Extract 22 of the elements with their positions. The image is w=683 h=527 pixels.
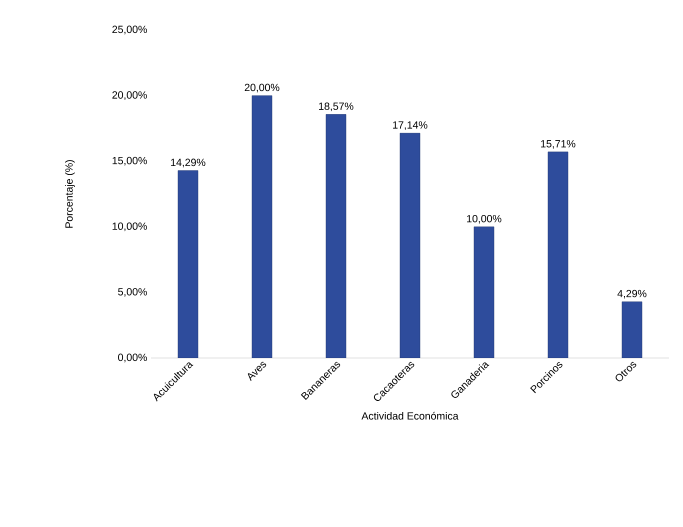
data-label: 20,00% xyxy=(244,84,280,92)
data-label: 17,14% xyxy=(393,121,428,130)
data-label: 4,29% xyxy=(617,290,646,299)
x-axis-title: Actividad Económica xyxy=(361,412,459,420)
bar xyxy=(474,226,494,358)
bar xyxy=(252,95,272,358)
data-label: 14,29% xyxy=(171,158,206,168)
bar xyxy=(400,132,420,358)
bar xyxy=(622,302,642,358)
data-label: 15,71% xyxy=(541,140,576,149)
bar xyxy=(178,170,198,358)
y-tick-label: 25,00% xyxy=(112,26,147,34)
bar xyxy=(548,152,568,358)
bar xyxy=(326,114,346,358)
data-label: 18,57% xyxy=(319,102,354,112)
y-tick-label: 15,00% xyxy=(112,156,147,166)
y-tick-label: 5,00% xyxy=(118,288,147,297)
y-tick-label: 20,00% xyxy=(112,91,147,100)
y-axis-title: Porcentaje (%) xyxy=(65,160,75,228)
data-label: 10,00% xyxy=(467,214,502,224)
y-tick-label: 0,00% xyxy=(118,354,147,362)
y-tick-label: 10,00% xyxy=(112,222,147,232)
